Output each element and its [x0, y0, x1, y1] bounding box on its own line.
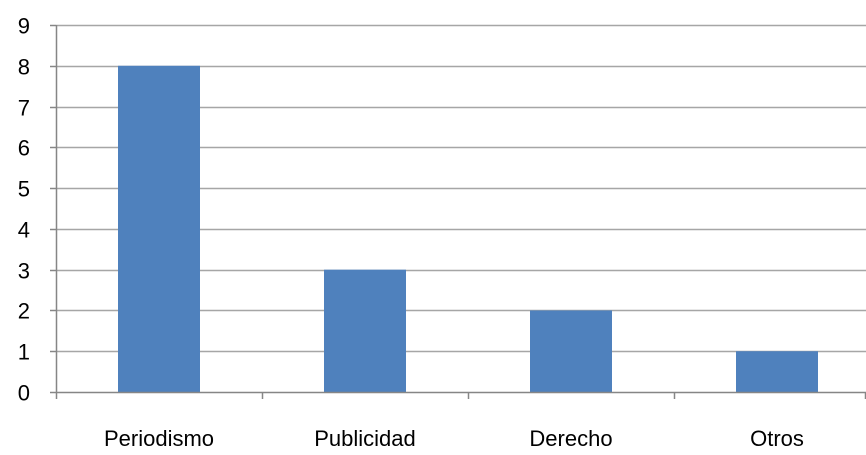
bar-publicidad [324, 269, 406, 392]
y-tick-label: 2 [18, 299, 30, 324]
bar-derecho [530, 310, 612, 392]
x-tick-label-publicidad: Publicidad [314, 426, 416, 450]
y-tick-label: 0 [18, 381, 30, 406]
y-tick-label: 1 [18, 340, 30, 365]
y-tick-label: 4 [18, 218, 30, 243]
bar-periodismo [118, 65, 200, 393]
x-axis-tick-labels: Periodismo Publicidad Derecho Otros [104, 426, 804, 451]
y-tick-label: 6 [18, 136, 30, 161]
y-axis-tick-labels: 0 1 2 3 4 5 6 7 8 9 [18, 14, 30, 406]
x-tick-label-derecho: Derecho [529, 426, 612, 450]
bars [118, 65, 818, 393]
y-tick-label: 8 [18, 55, 30, 80]
bar-otros [736, 351, 818, 392]
y-tick-label: 5 [18, 177, 30, 202]
x-tick-label-periodismo: Periodismo [104, 426, 214, 450]
y-tick-label: 3 [18, 259, 30, 284]
y-tick-label: 7 [18, 96, 30, 121]
x-tick-label-otros: Otros [750, 426, 804, 450]
y-tick-label: 9 [18, 14, 30, 39]
